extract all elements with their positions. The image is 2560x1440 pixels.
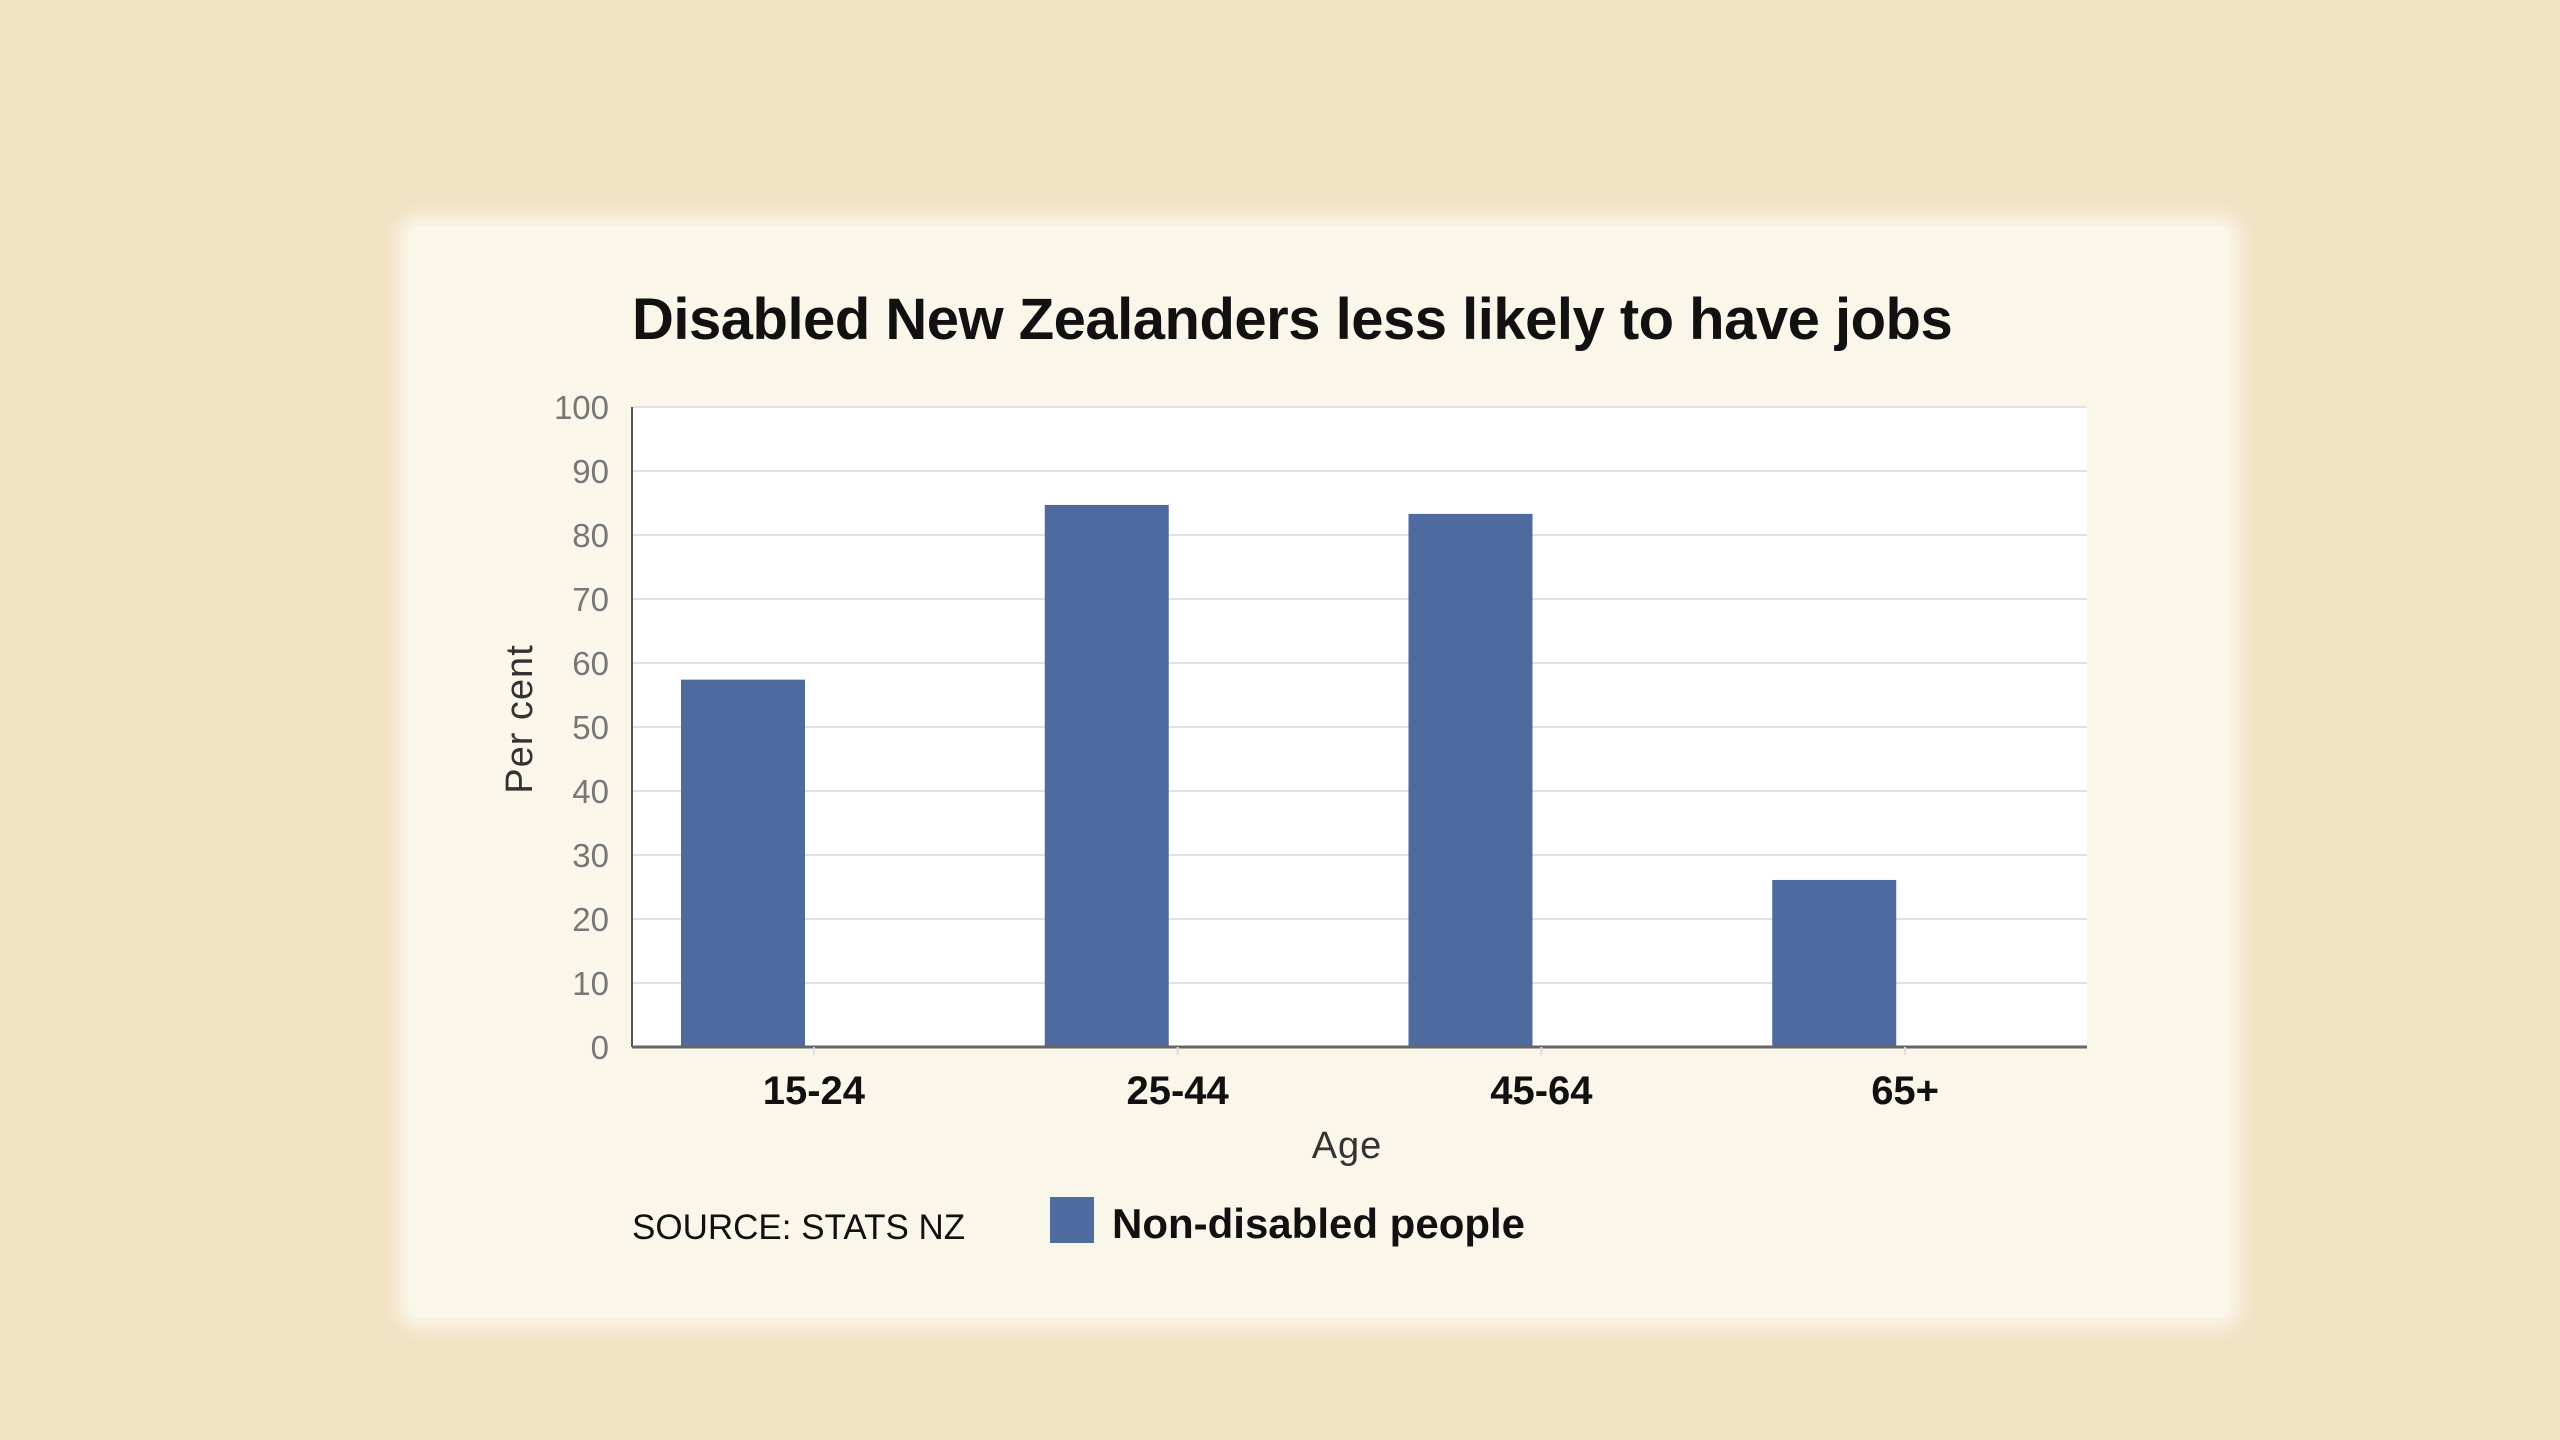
x-axis-label: Age — [1312, 1125, 1383, 1167]
y-tick-label: 100 — [554, 389, 609, 426]
y-tick-label: 40 — [572, 773, 609, 810]
bar-45-64 — [1408, 513, 1533, 1047]
legend-swatch — [1050, 1197, 1094, 1243]
x-tick-label: 45-64 — [1490, 1069, 1593, 1113]
y-tick-label: 80 — [572, 517, 609, 554]
y-tick-label: 60 — [572, 645, 609, 682]
source-note: SOURCE: STATS NZ — [632, 1208, 966, 1247]
bar-25-44 — [1044, 504, 1169, 1047]
y-tick-label: 50 — [572, 709, 609, 746]
x-tick-label: 25-44 — [1126, 1069, 1229, 1113]
y-tick-label: 10 — [572, 965, 609, 1002]
y-tick-label: 90 — [572, 453, 609, 490]
y-axis-label: Per cent — [499, 644, 541, 794]
y-tick-label: 0 — [591, 1029, 609, 1066]
y-tick-label: 70 — [572, 581, 609, 618]
legend-label: Non-disabled people — [1112, 1200, 1526, 1247]
bar-65+ — [1772, 879, 1897, 1047]
x-tick-label: 15-24 — [763, 1069, 866, 1113]
y-tick-label: 20 — [572, 901, 609, 938]
y-tick-label: 30 — [572, 837, 609, 874]
chart-title: Disabled New Zealanders less likely to h… — [632, 287, 1953, 352]
x-tick-label: 65+ — [1871, 1069, 1939, 1113]
bar-15-24 — [681, 679, 805, 1047]
